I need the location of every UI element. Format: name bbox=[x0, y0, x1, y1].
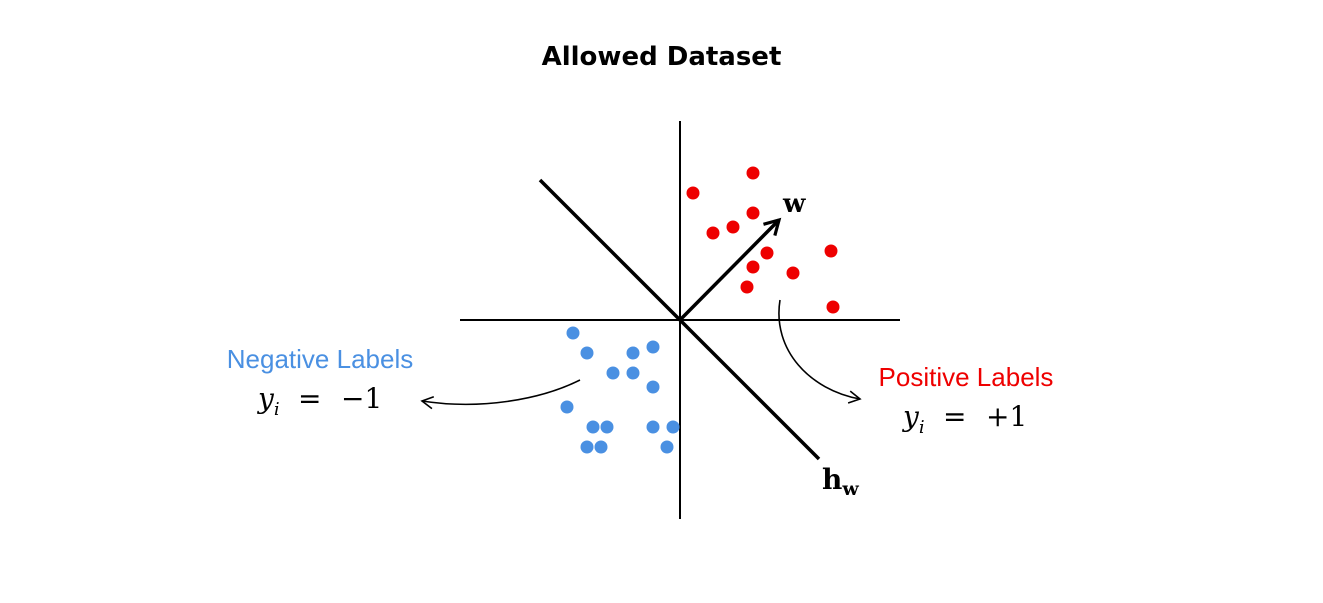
negative-equation: yi = −1 bbox=[256, 382, 382, 420]
positive-point bbox=[686, 186, 700, 200]
positive-point bbox=[824, 244, 838, 258]
negative-point bbox=[626, 346, 640, 360]
positive-eq-value: +1 bbox=[986, 400, 1027, 433]
negative-points bbox=[560, 326, 680, 454]
negative-point bbox=[666, 420, 680, 434]
positive-point bbox=[746, 206, 760, 220]
negative-point bbox=[646, 420, 660, 434]
negative-point bbox=[580, 440, 594, 454]
positive-eq-sign: = bbox=[943, 400, 966, 433]
negative-point bbox=[566, 326, 580, 340]
negative-label: Negative Labels bbox=[227, 344, 413, 374]
negative-point bbox=[646, 380, 660, 394]
negative-eq-var: y bbox=[256, 382, 275, 415]
positive-eq-sub: i bbox=[919, 417, 925, 438]
hyperplane-label: hw bbox=[822, 463, 859, 500]
diagram-title: Allowed Dataset bbox=[541, 42, 782, 72]
negative-point bbox=[646, 340, 660, 354]
weight-vector-label: w bbox=[782, 189, 806, 219]
positive-point bbox=[786, 266, 800, 280]
positive-point bbox=[826, 300, 840, 314]
hyperplane-label-base: h bbox=[822, 463, 842, 496]
negative-point bbox=[626, 366, 640, 380]
positive-point bbox=[706, 226, 720, 240]
negative-eq-sign: = bbox=[298, 382, 321, 415]
weight-vector-arrow bbox=[678, 217, 782, 322]
positive-point bbox=[740, 280, 754, 294]
positive-equation: yi = +1 bbox=[901, 400, 1027, 438]
negative-point bbox=[580, 346, 594, 360]
negative-eq-sub: i bbox=[274, 399, 280, 420]
positive-eq-var: y bbox=[901, 400, 920, 433]
positive-point bbox=[746, 260, 760, 274]
negative-point bbox=[600, 420, 614, 434]
negative-point bbox=[560, 400, 574, 414]
positive-pointer-arrow bbox=[778, 299, 862, 404]
positive-points bbox=[686, 166, 840, 314]
positive-label: Positive Labels bbox=[879, 362, 1054, 392]
negative-pointer-arrow bbox=[420, 379, 581, 410]
negative-eq-value: −1 bbox=[341, 382, 382, 415]
negative-point bbox=[606, 366, 620, 380]
negative-point bbox=[594, 440, 608, 454]
positive-point bbox=[726, 220, 740, 234]
negative-point bbox=[660, 440, 674, 454]
positive-point bbox=[760, 246, 774, 260]
hyperplane-label-sub: w bbox=[841, 478, 859, 500]
positive-point bbox=[746, 166, 760, 180]
negative-point bbox=[586, 420, 600, 434]
